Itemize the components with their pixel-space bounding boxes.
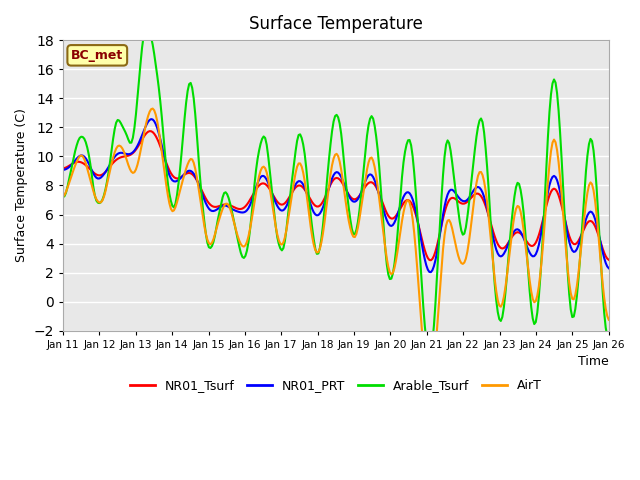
Line: NR01_Tsurf: NR01_Tsurf (63, 131, 609, 260)
Y-axis label: Surface Temperature (C): Surface Temperature (C) (15, 108, 28, 263)
NR01_Tsurf (59, 166, 67, 171)
Arable_Tsurf (223, 192, 231, 197)
Arable_Tsurf (605, 337, 612, 343)
NR01_Tsurf (300, 185, 307, 191)
NR01_PRT (147, 116, 155, 122)
NR01_Tsurf (251, 189, 259, 195)
Line: AirT: AirT (63, 108, 609, 379)
X-axis label: Time: Time (578, 355, 609, 369)
Arable_Tsurf (577, 235, 585, 240)
Arable_Tsurf (251, 181, 259, 187)
NR01_PRT (59, 167, 67, 173)
AirT (251, 199, 259, 205)
NR01_Tsurf (605, 257, 612, 263)
AirT (149, 106, 157, 111)
NR01_Tsurf (126, 152, 134, 158)
NR01_Tsurf (577, 232, 585, 238)
AirT (223, 201, 231, 206)
NR01_PRT (577, 232, 585, 238)
AirT (300, 169, 307, 175)
NR01_PRT (241, 209, 249, 215)
AirT (605, 317, 612, 323)
NR01_PRT (605, 265, 612, 271)
NR01_PRT (126, 151, 134, 157)
Title: Surface Temperature: Surface Temperature (249, 15, 423, 33)
NR01_Tsurf (241, 204, 249, 209)
NR01_PRT (223, 203, 231, 209)
NR01_Tsurf (146, 128, 154, 134)
Arable_Tsurf (143, 26, 150, 32)
AirT (59, 194, 67, 200)
NR01_PRT (251, 189, 259, 195)
NR01_PRT (300, 182, 307, 188)
Arable_Tsurf (59, 194, 67, 200)
Arable_Tsurf (426, 351, 433, 357)
AirT (577, 242, 585, 248)
NR01_PRT (427, 269, 435, 275)
Arable_Tsurf (241, 253, 249, 259)
NR01_Tsurf (427, 257, 435, 263)
Line: Arable_Tsurf: Arable_Tsurf (63, 29, 609, 354)
Arable_Tsurf (126, 140, 134, 145)
AirT (126, 166, 134, 172)
Text: BC_met: BC_met (71, 49, 124, 62)
Legend: NR01_Tsurf, NR01_PRT, Arable_Tsurf, AirT: NR01_Tsurf, NR01_PRT, Arable_Tsurf, AirT (125, 374, 547, 397)
AirT (426, 376, 433, 382)
Line: NR01_PRT: NR01_PRT (63, 119, 609, 272)
NR01_Tsurf (223, 202, 231, 207)
AirT (241, 242, 249, 248)
Arable_Tsurf (300, 142, 307, 147)
